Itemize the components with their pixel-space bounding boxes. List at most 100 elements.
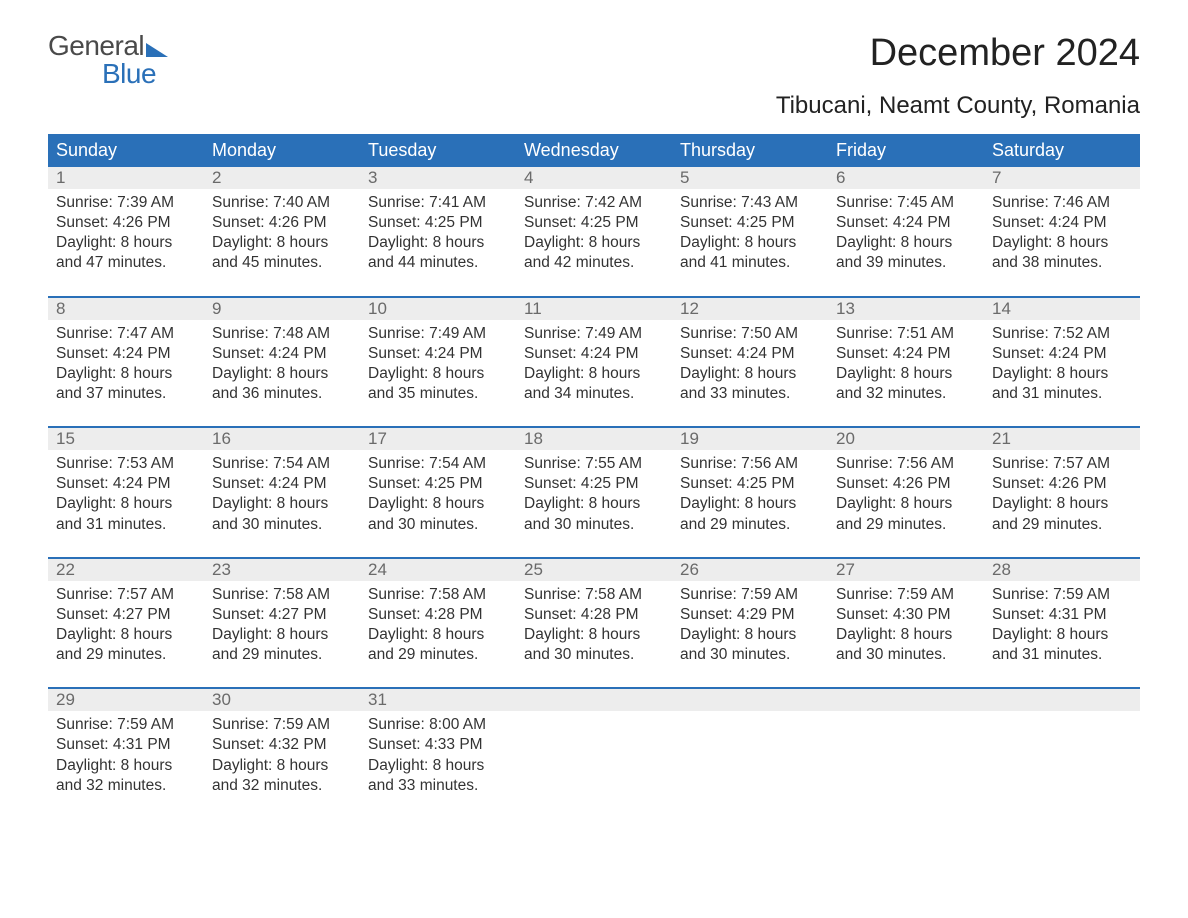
- day-number: 14: [984, 298, 1140, 320]
- day-sunset: Sunset: 4:24 PM: [524, 344, 664, 364]
- day-sunset: Sunset: 4:24 PM: [56, 344, 196, 364]
- day-d2: and 33 minutes.: [368, 776, 508, 796]
- day-sunrise: Sunrise: 7:48 AM: [212, 324, 352, 344]
- day-d2: and 29 minutes.: [680, 515, 820, 535]
- day-sunset: Sunset: 4:24 PM: [56, 474, 196, 494]
- day-sunset: Sunset: 4:27 PM: [212, 605, 352, 625]
- week-row: 15161718192021Sunrise: 7:53 AMSunset: 4:…: [48, 426, 1140, 539]
- day-sunrise: Sunrise: 7:50 AM: [680, 324, 820, 344]
- day-sunset: Sunset: 4:25 PM: [680, 213, 820, 233]
- day-cell: Sunrise: 7:54 AMSunset: 4:24 PMDaylight:…: [204, 450, 360, 539]
- day-number: 2: [204, 167, 360, 189]
- day-d1: Daylight: 8 hours: [680, 625, 820, 645]
- day-cell: Sunrise: 7:59 AMSunset: 4:29 PMDaylight:…: [672, 581, 828, 670]
- day-sunset: Sunset: 4:28 PM: [368, 605, 508, 625]
- day-d2: and 41 minutes.: [680, 253, 820, 273]
- day-number: 28: [984, 559, 1140, 581]
- day-sunrise: Sunrise: 7:59 AM: [992, 585, 1132, 605]
- brand-text-1: General: [48, 32, 144, 60]
- day-sunrise: Sunrise: 7:49 AM: [368, 324, 508, 344]
- day-d2: and 42 minutes.: [524, 253, 664, 273]
- day-d1: Daylight: 8 hours: [212, 625, 352, 645]
- day-sunset: Sunset: 4:29 PM: [680, 605, 820, 625]
- day-cell: Sunrise: 7:51 AMSunset: 4:24 PMDaylight:…: [828, 320, 984, 409]
- day-d1: Daylight: 8 hours: [992, 494, 1132, 514]
- day-number: 30: [204, 689, 360, 711]
- day-d1: Daylight: 8 hours: [992, 625, 1132, 645]
- day-number: 10: [360, 298, 516, 320]
- day-d1: Daylight: 8 hours: [680, 233, 820, 253]
- day-d2: and 30 minutes.: [212, 515, 352, 535]
- day-d2: and 32 minutes.: [56, 776, 196, 796]
- day-d2: and 30 minutes.: [836, 645, 976, 665]
- day-cell: [984, 711, 1140, 800]
- day-sunrise: Sunrise: 7:58 AM: [212, 585, 352, 605]
- day-d2: and 29 minutes.: [992, 515, 1132, 535]
- day-cell: Sunrise: 7:42 AMSunset: 4:25 PMDaylight:…: [516, 189, 672, 278]
- header: General Blue December 2024: [48, 32, 1140, 88]
- day-number: [828, 689, 984, 711]
- day-number: 17: [360, 428, 516, 450]
- day-d2: and 29 minutes.: [56, 645, 196, 665]
- daynum-row: 891011121314: [48, 298, 1140, 320]
- day-number: 24: [360, 559, 516, 581]
- day-sunrise: Sunrise: 7:56 AM: [836, 454, 976, 474]
- day-d1: Daylight: 8 hours: [524, 494, 664, 514]
- day-number: 7: [984, 167, 1140, 189]
- day-sunset: Sunset: 4:26 PM: [992, 474, 1132, 494]
- day-header: Sunday: [48, 134, 204, 167]
- day-d1: Daylight: 8 hours: [836, 233, 976, 253]
- day-sunrise: Sunrise: 7:54 AM: [212, 454, 352, 474]
- day-number: 19: [672, 428, 828, 450]
- day-sunrise: Sunrise: 7:47 AM: [56, 324, 196, 344]
- day-d1: Daylight: 8 hours: [836, 364, 976, 384]
- day-d1: Daylight: 8 hours: [524, 364, 664, 384]
- day-sunset: Sunset: 4:31 PM: [992, 605, 1132, 625]
- day-d1: Daylight: 8 hours: [56, 756, 196, 776]
- day-sunset: Sunset: 4:24 PM: [212, 344, 352, 364]
- day-d1: Daylight: 8 hours: [680, 494, 820, 514]
- day-cell: [516, 711, 672, 800]
- day-cell: Sunrise: 7:43 AMSunset: 4:25 PMDaylight:…: [672, 189, 828, 278]
- day-d1: Daylight: 8 hours: [212, 233, 352, 253]
- day-sunset: Sunset: 4:30 PM: [836, 605, 976, 625]
- day-d1: Daylight: 8 hours: [368, 756, 508, 776]
- day-d2: and 31 minutes.: [992, 645, 1132, 665]
- day-sunrise: Sunrise: 7:58 AM: [368, 585, 508, 605]
- day-d2: and 34 minutes.: [524, 384, 664, 404]
- day-sunset: Sunset: 4:27 PM: [56, 605, 196, 625]
- brand-line1: General: [48, 32, 168, 60]
- day-d2: and 36 minutes.: [212, 384, 352, 404]
- day-d1: Daylight: 8 hours: [368, 364, 508, 384]
- brand-flag-icon: [146, 43, 168, 57]
- day-header: Saturday: [984, 134, 1140, 167]
- day-d2: and 32 minutes.: [212, 776, 352, 796]
- day-sunrise: Sunrise: 7:59 AM: [836, 585, 976, 605]
- day-cell: Sunrise: 7:46 AMSunset: 4:24 PMDaylight:…: [984, 189, 1140, 278]
- daynum-row: 293031: [48, 689, 1140, 711]
- day-number: 27: [828, 559, 984, 581]
- day-sunrise: Sunrise: 7:42 AM: [524, 193, 664, 213]
- day-number: 29: [48, 689, 204, 711]
- week-row: 293031Sunrise: 7:59 AMSunset: 4:31 PMDay…: [48, 687, 1140, 800]
- day-cell: Sunrise: 7:50 AMSunset: 4:24 PMDaylight:…: [672, 320, 828, 409]
- day-number: 22: [48, 559, 204, 581]
- day-sunset: Sunset: 4:24 PM: [212, 474, 352, 494]
- day-sunrise: Sunrise: 7:59 AM: [680, 585, 820, 605]
- day-number: 13: [828, 298, 984, 320]
- day-d2: and 37 minutes.: [56, 384, 196, 404]
- day-header: Tuesday: [360, 134, 516, 167]
- day-cell: Sunrise: 7:59 AMSunset: 4:30 PMDaylight:…: [828, 581, 984, 670]
- day-sunrise: Sunrise: 7:59 AM: [56, 715, 196, 735]
- day-d1: Daylight: 8 hours: [992, 364, 1132, 384]
- day-number: 20: [828, 428, 984, 450]
- day-d1: Daylight: 8 hours: [212, 756, 352, 776]
- day-d1: Daylight: 8 hours: [524, 233, 664, 253]
- week-row: 1234567Sunrise: 7:39 AMSunset: 4:26 PMDa…: [48, 167, 1140, 278]
- day-header: Thursday: [672, 134, 828, 167]
- day-cell: Sunrise: 7:52 AMSunset: 4:24 PMDaylight:…: [984, 320, 1140, 409]
- day-d2: and 45 minutes.: [212, 253, 352, 273]
- day-sunrise: Sunrise: 7:57 AM: [992, 454, 1132, 474]
- day-d2: and 35 minutes.: [368, 384, 508, 404]
- day-cell: Sunrise: 7:56 AMSunset: 4:26 PMDaylight:…: [828, 450, 984, 539]
